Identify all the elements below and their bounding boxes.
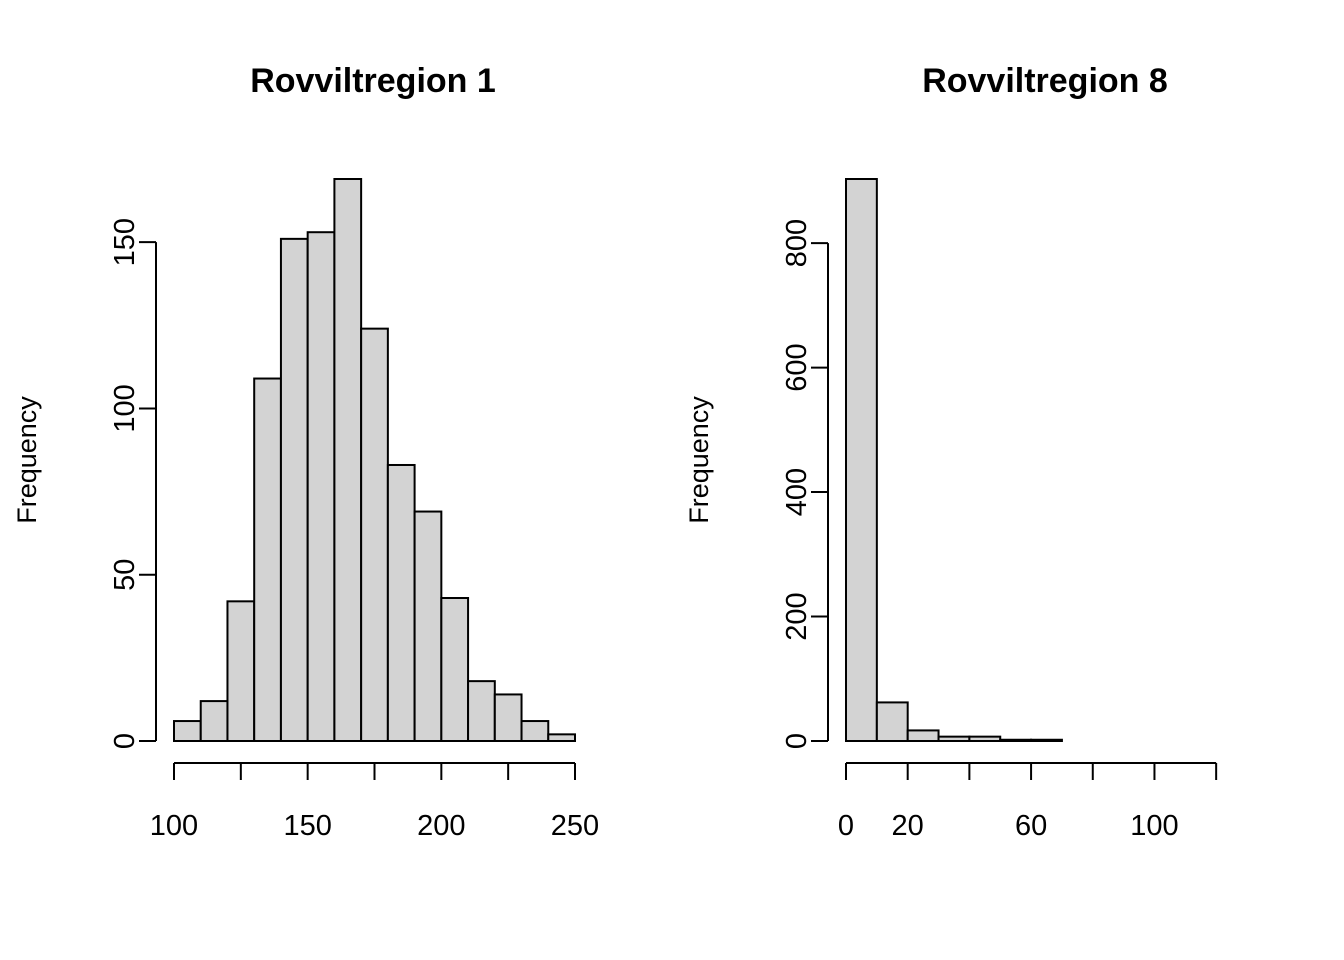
y-tick-label: 150 [109,218,141,266]
histogram-bar [413,510,443,742]
histogram-bar [1030,738,1063,742]
y-tick-label: 50 [109,559,141,591]
x-tick-label: 100 [150,810,198,842]
x-tick-label: 60 [1015,810,1047,842]
histogram-bar [440,597,470,742]
x-axis: 100 150 200 250 [150,762,599,842]
histogram-bar [999,738,1033,742]
histogram-bar [937,735,971,743]
x-tick-label: 250 [551,810,599,842]
chart-title: Rovviltregion 1 [250,62,496,100]
y-tick-label: 800 [781,219,813,267]
histogram-bar [226,600,256,742]
histogram-bar [493,693,523,742]
x-tick-label: 0 [838,810,854,842]
y-axis: 0 200 400 600 800 [781,219,829,749]
bars [845,178,1063,743]
histogram-bar [845,178,878,742]
histogram-bar [906,729,940,743]
histogram-bar [253,377,282,742]
histogram-bar [547,733,576,743]
y-tick-label: 0 [781,733,813,749]
histogram-bar [199,700,229,742]
x-axis: 0 20 60 100 [838,762,1218,842]
histogram-bar [279,237,309,742]
y-axis-label: Frequency [684,396,714,524]
histogram-bar [173,720,202,743]
y-tick-label: 100 [109,384,141,432]
histogram-bar [520,720,550,743]
histogram-bar [968,735,1002,743]
chart-title: Rovviltregion 8 [922,62,1168,100]
bars [173,178,576,743]
histogram-bar [333,178,363,742]
y-axis: 0 50 100 150 [109,218,157,749]
histogram-bar [467,680,496,743]
x-tick-label: 20 [892,810,924,842]
x-tick-label: 100 [1130,810,1178,842]
x-tick-label: 200 [417,810,465,842]
y-axis-label: Frequency [12,396,42,524]
y-tick-label: 600 [781,343,813,391]
histogram-bar [306,231,336,743]
x-tick-label: 150 [283,810,331,842]
histogram-bar [875,701,909,743]
histogram-bar [386,463,416,742]
histogram-bar [360,327,389,742]
y-tick-label: 0 [109,733,141,749]
y-tick-label: 200 [781,592,813,640]
y-tick-label: 400 [781,468,813,516]
histogram-panel-rovviltregion-8: Rovviltregion 8 Frequency 0200400600800 … [684,62,1218,842]
